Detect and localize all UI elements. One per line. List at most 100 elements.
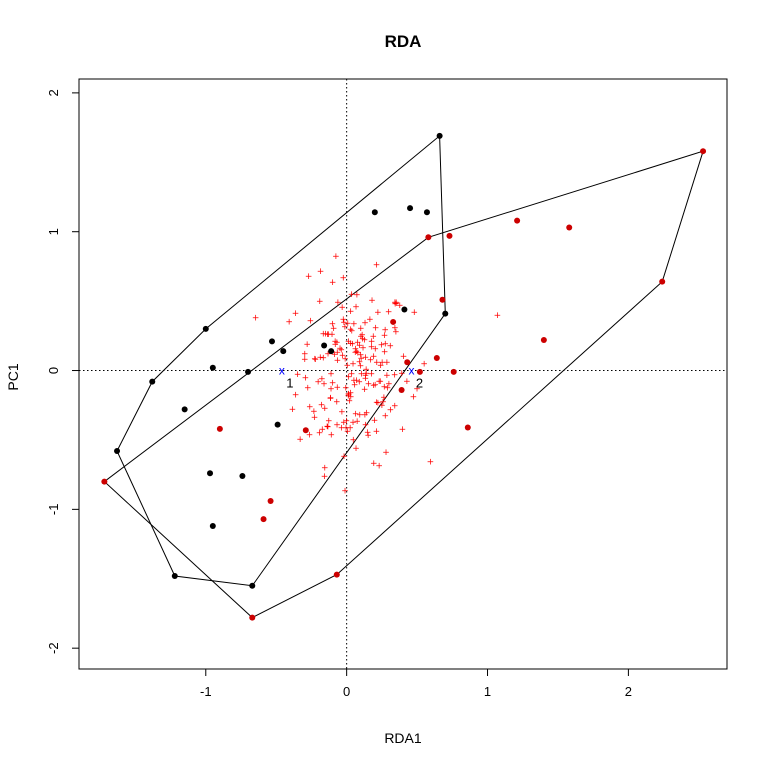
species-point: + — [321, 472, 329, 482]
species-point: + — [356, 357, 364, 367]
species-point: + — [327, 394, 335, 404]
species-point: + — [343, 361, 351, 371]
site-point-group-1 — [209, 364, 216, 371]
y-tick-label: 0 — [46, 367, 61, 374]
species-point: + — [392, 327, 400, 337]
species-point: + — [343, 417, 351, 427]
species-point: + — [296, 435, 304, 445]
species-point: + — [362, 353, 370, 363]
species-point: + — [316, 353, 324, 363]
species-point: + — [329, 378, 337, 388]
species-point: + — [380, 393, 388, 403]
species-point: + — [371, 344, 379, 354]
plot-frame — [78, 78, 728, 670]
site-point-group-2 — [216, 425, 223, 432]
site-point-group-1 — [114, 448, 121, 455]
species-point: + — [318, 400, 326, 410]
species-point: + — [347, 339, 355, 349]
site-points — [101, 132, 707, 621]
species-point: + — [384, 383, 392, 393]
species-point: + — [306, 403, 314, 413]
y-tick-label: 2 — [46, 89, 61, 96]
species-point: + — [375, 377, 383, 387]
chart-title: RDA — [385, 32, 422, 51]
species-point: + — [365, 380, 373, 390]
species-point: + — [352, 348, 360, 358]
species-point: + — [392, 299, 400, 309]
species-point: + — [354, 338, 362, 348]
y-tick-label: -2 — [46, 642, 61, 654]
species-point: + — [332, 252, 340, 262]
species-point: + — [345, 373, 353, 383]
species-point: + — [331, 350, 339, 360]
species-point: + — [339, 315, 347, 325]
y-tick-label: -1 — [46, 504, 61, 516]
species-point: + — [367, 355, 375, 365]
species-point: + — [378, 340, 386, 350]
site-point-group-1 — [171, 572, 178, 579]
centroid-label: 2 — [416, 376, 423, 391]
site-point-group-1 — [202, 325, 209, 332]
species-point: + — [337, 345, 345, 355]
species-point: + — [301, 349, 309, 359]
species-point: + — [341, 323, 349, 333]
species-point: + — [398, 369, 406, 379]
species-point: + — [340, 418, 348, 428]
species-point: + — [317, 267, 325, 277]
species-point: + — [399, 425, 407, 435]
species-point: + — [403, 377, 411, 387]
species-point: + — [350, 319, 358, 329]
species-point: + — [339, 274, 347, 284]
hull-group-1 — [116, 134, 446, 587]
species-point: + — [320, 380, 328, 390]
species-point: + — [333, 348, 341, 358]
site-point-group-2 — [439, 296, 446, 303]
site-point-group-2 — [404, 359, 411, 366]
species-point: + — [333, 397, 341, 407]
site-point-group-1 — [407, 205, 414, 212]
site-point-group-2 — [514, 217, 521, 224]
species-point: + — [353, 376, 361, 386]
species-point: + — [316, 428, 324, 438]
species-point: + — [366, 315, 374, 325]
site-point-group-2 — [398, 386, 405, 393]
species-point: + — [338, 303, 346, 313]
species-point: + — [373, 427, 381, 437]
species-point: + — [329, 320, 337, 330]
species-point: + — [410, 392, 418, 402]
site-point-group-1 — [149, 378, 156, 385]
species-point: + — [357, 354, 365, 364]
species-point: + — [329, 278, 337, 288]
site-point-group-2 — [700, 148, 707, 155]
species-point: + — [305, 272, 313, 282]
species-point: + — [334, 356, 342, 366]
species-point: + — [340, 452, 348, 462]
species-point: + — [358, 330, 366, 340]
species-point: + — [292, 309, 300, 319]
species-point: + — [303, 340, 311, 350]
species-point: + — [374, 308, 382, 318]
species-point: + — [381, 411, 389, 421]
species-point: + — [375, 462, 383, 472]
species-point: + — [348, 290, 356, 300]
species-point: + — [327, 369, 335, 379]
species-point: + — [324, 423, 332, 433]
species-point: + — [362, 374, 370, 384]
site-point-group-1 — [328, 348, 335, 355]
species-point: + — [361, 410, 369, 420]
species-point: + — [363, 369, 371, 379]
site-point-group-2 — [659, 278, 666, 285]
species-point: + — [325, 417, 333, 427]
x-tick-label: 2 — [625, 684, 632, 699]
species-point: + — [311, 413, 319, 423]
species-point: + — [304, 383, 312, 393]
site-point-group-1 — [268, 338, 275, 345]
site-point-group-1 — [371, 209, 378, 216]
species-point: + — [320, 330, 328, 340]
species-point: + — [356, 341, 364, 351]
species-point: + — [345, 337, 353, 347]
x-tick-label: -1 — [200, 684, 212, 699]
species-point: + — [400, 352, 408, 362]
species-point: + — [357, 350, 365, 360]
